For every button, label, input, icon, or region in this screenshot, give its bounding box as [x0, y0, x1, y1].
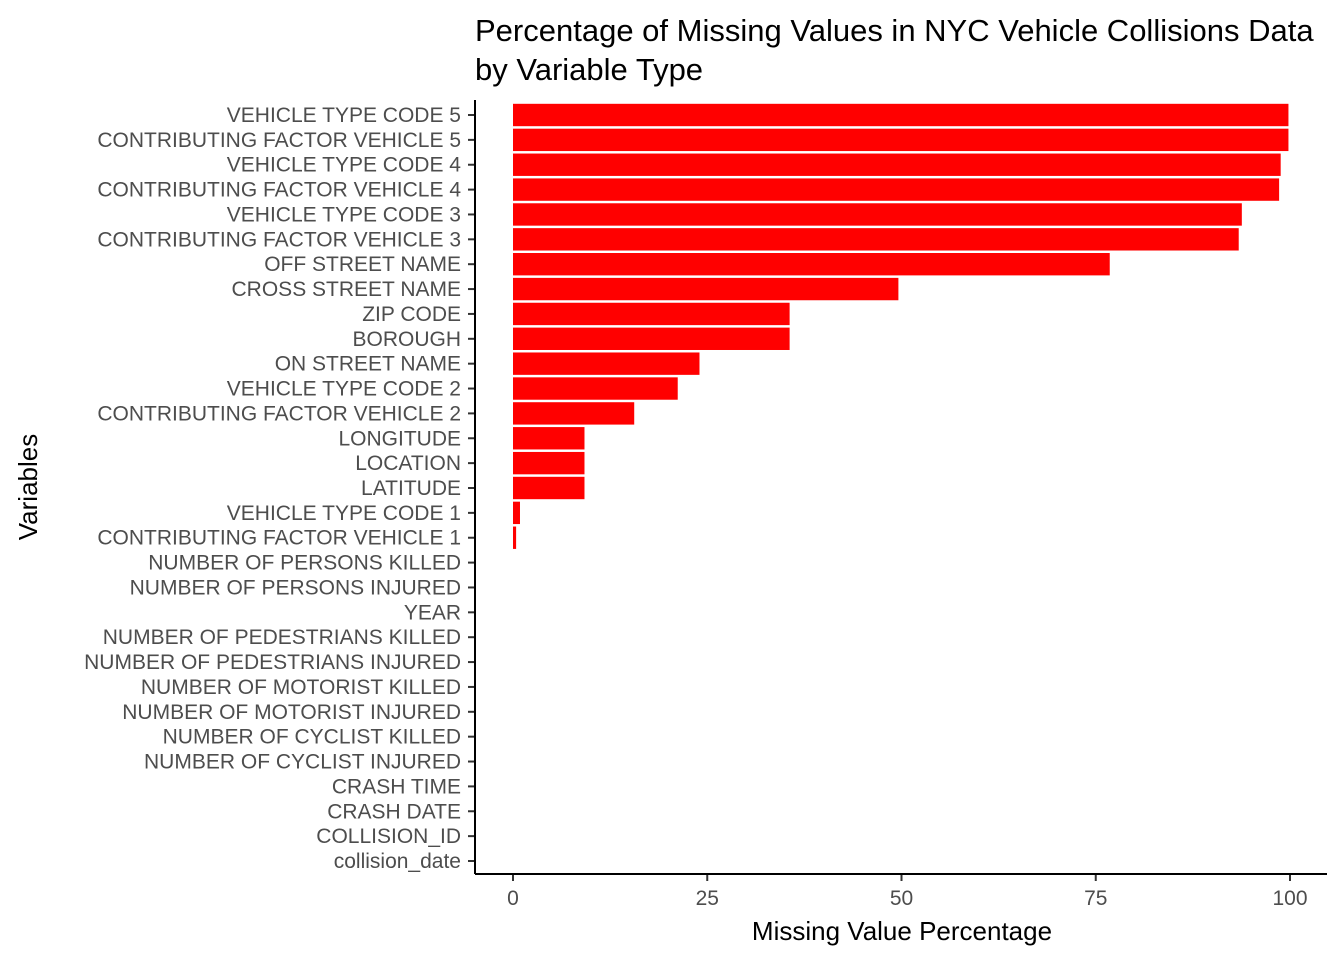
y-tick-label: CRASH TIME: [332, 775, 461, 798]
bar: [513, 103, 1289, 127]
y-tick-label: OFF STREET NAME: [264, 253, 461, 276]
y-tick-label: VEHICLE TYPE CODE 4: [227, 154, 462, 177]
y-tick-label: VEHICLE TYPE CODE 1: [227, 502, 461, 525]
y-tick-label: NUMBER OF PERSONS INJURED: [130, 576, 461, 599]
bar: [513, 178, 1280, 201]
chart-title-line-2: by Variable Type: [475, 52, 703, 87]
y-axis-title: Variables: [13, 434, 43, 540]
y-tick-label: LONGITUDE: [338, 427, 461, 450]
x-tick-label: 50: [890, 887, 913, 910]
y-tick-label: VEHICLE TYPE CODE 2: [227, 378, 461, 401]
y-tick-label: CONTRIBUTING FACTOR VEHICLE 4: [97, 179, 461, 202]
bar: [513, 203, 1242, 226]
y-tick-label: NUMBER OF PEDESTRIANS INJURED: [84, 651, 461, 674]
bar: [513, 228, 1239, 251]
y-tick-label: LOCATION: [355, 452, 461, 475]
bar: [513, 402, 635, 425]
x-axis-title: Missing Value Percentage: [752, 916, 1052, 946]
chart-title-line-1: Percentage of Missing Values in NYC Vehi…: [475, 13, 1314, 48]
x-tick-label: 25: [696, 887, 719, 910]
bar: [513, 277, 899, 301]
bar: [513, 153, 1281, 176]
bar: [513, 327, 790, 350]
y-tick-label: NUMBER OF PEDESTRIANS KILLED: [103, 626, 461, 649]
y-tick-label: ON STREET NAME: [275, 353, 461, 376]
y-tick-label: NUMBER OF CYCLIST KILLED: [163, 726, 461, 749]
y-tick-label: VEHICLE TYPE CODE 5: [227, 104, 461, 127]
y-tick-label: COLLISION_ID: [316, 825, 461, 848]
y-tick-label: CONTRIBUTING FACTOR VEHICLE 5: [97, 129, 461, 152]
x-axis-ticks: 0 25 50 75 100: [507, 874, 1308, 910]
y-tick-label: BOROUGH: [352, 328, 461, 351]
y-tick-label: CROSS STREET NAME: [232, 278, 461, 301]
y-tick-label: LATITUDE: [361, 477, 461, 500]
bars-group: [513, 103, 1289, 549]
y-tick-label: NUMBER OF MOTORIST INJURED: [122, 701, 461, 724]
bar: [513, 302, 790, 326]
y-tick-label: CRASH DATE: [327, 800, 461, 823]
bar: [513, 501, 520, 525]
x-tick-label: 75: [1084, 887, 1107, 910]
y-tick-label: NUMBER OF MOTORIST KILLED: [141, 676, 461, 699]
y-tick-label: VEHICLE TYPE CODE 3: [227, 203, 461, 226]
bar: [513, 253, 1110, 276]
y-tick-label: ZIP CODE: [362, 303, 461, 326]
x-tick-label: 100: [1272, 887, 1307, 910]
bar: [513, 526, 517, 549]
bar: [513, 451, 585, 475]
y-tick-label: NUMBER OF PERSONS KILLED: [148, 552, 461, 575]
bar: [513, 377, 678, 400]
bar: [513, 128, 1289, 152]
y-tick-label: collision_date: [334, 850, 461, 873]
y-tick-label: CONTRIBUTING FACTOR VEHICLE 3: [97, 228, 461, 251]
y-tick-label: NUMBER OF CYCLIST INJURED: [144, 751, 461, 774]
y-tick-label: YEAR: [404, 601, 461, 624]
y-tick-label: CONTRIBUTING FACTOR VEHICLE 1: [97, 527, 461, 550]
bar: [513, 476, 585, 500]
bar: [513, 427, 585, 450]
x-tick-label: 0: [507, 887, 519, 910]
bar: [513, 352, 700, 375]
y-tick-label: CONTRIBUTING FACTOR VEHICLE 2: [97, 402, 461, 425]
